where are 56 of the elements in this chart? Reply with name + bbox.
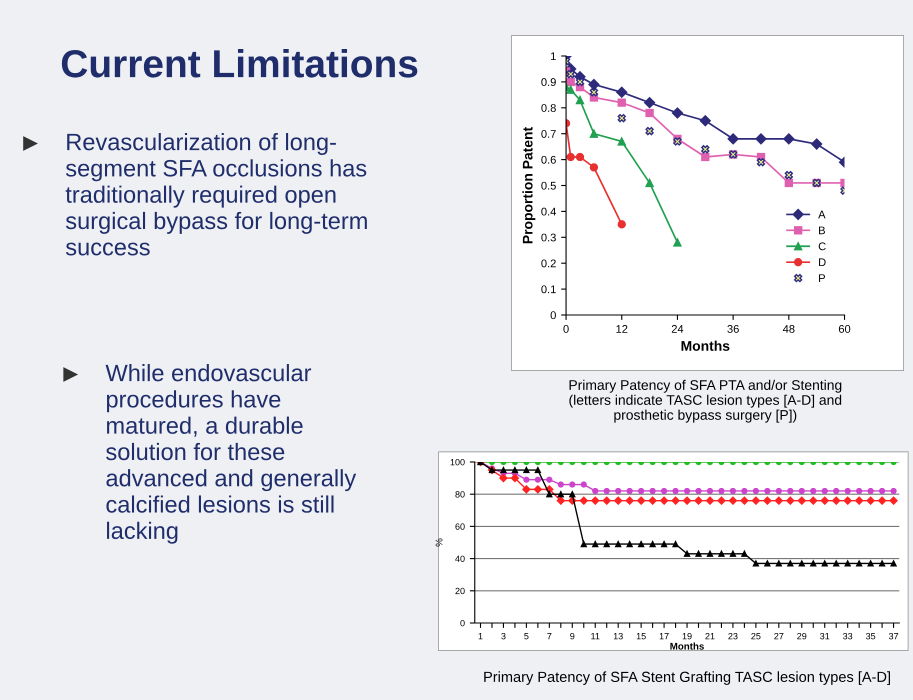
legend-label: A	[818, 210, 826, 218]
y-tick-label: 60	[455, 523, 465, 530]
x-axis-title: Months	[670, 642, 704, 650]
y-axis-title: Proportion Patent	[522, 127, 536, 244]
y-tick-label: 0.4	[541, 208, 556, 216]
x-tick-label: 37	[888, 632, 898, 640]
y-tick-label: 0.1	[541, 285, 556, 294]
x-tick-label: 9	[570, 632, 574, 640]
x-tick-label: 48	[782, 325, 795, 333]
y-tick-label: 0.5	[541, 182, 556, 190]
x-tick-label: 5	[524, 633, 529, 640]
x-tick-label: 29	[797, 632, 806, 640]
text: Revascularization of long- segment SFA occlusions has traditionally required open surgical bypass for long-term success	[66, 133, 367, 256]
x-tick-label: 23	[728, 632, 738, 640]
text: Current Limitations	[62, 49, 418, 78]
legend-label: P	[819, 274, 825, 282]
x-tick-label: 7	[547, 633, 552, 640]
legend-label: D	[819, 258, 826, 266]
x-tick-label: 33	[842, 632, 852, 640]
y-tick-label: 0.9	[541, 78, 556, 86]
x-tick-label: 60	[838, 325, 850, 333]
y-tick-label: 80	[455, 491, 465, 498]
text: Primary Patency of SFA PTA and/or Stenting (letters indicate TASC lesion types [A-D] and prosthetic bypass surgery [P])	[569, 380, 842, 423]
y-tick-label: 0.6	[541, 156, 556, 164]
legend-label: B	[819, 226, 825, 234]
x-tick-label: 31	[820, 632, 830, 640]
y-tick-label: 100	[450, 458, 465, 466]
x-tick-label: 21	[705, 632, 715, 640]
x-tick-label: 27	[774, 632, 784, 640]
x-tick-label: 12	[616, 325, 628, 333]
x-tick-label: 19	[682, 632, 692, 640]
y-tick-label: 0.8	[541, 104, 556, 112]
x-tick-label: 13	[614, 632, 623, 640]
text: While endovascular procedures have matured, a durable solution for these advanced and generally calcified lesions is still lacking	[106, 364, 356, 544]
x-tick-label: 11	[591, 633, 600, 640]
text: Primary Patency of SFA Stent Grafting TASC lesion types [A-D]	[484, 671, 890, 685]
x-tick-label: 3	[501, 632, 506, 640]
x-tick-label: 24	[672, 325, 684, 333]
x-tick-label: 0	[563, 325, 569, 333]
legend-label: C	[818, 242, 826, 250]
x-tick-label: 35	[866, 632, 876, 640]
y-axis-title: %	[436, 538, 442, 546]
y-tick-label: 0.3	[541, 234, 556, 242]
y-tick-label: 0	[460, 620, 465, 626]
y-tick-label: 40	[455, 556, 465, 562]
x-tick-label: 17	[660, 633, 669, 640]
y-tick-label: 0	[550, 311, 556, 320]
x-axis-title: Months	[682, 340, 730, 351]
x-tick-label: 1	[478, 633, 483, 640]
y-tick-label: 20	[455, 588, 465, 594]
y-tick-label: 0.2	[541, 259, 556, 268]
y-tick-label: 1	[551, 52, 556, 60]
x-tick-label: 15	[636, 633, 646, 640]
y-tick-label: 0.7	[541, 130, 556, 138]
x-tick-label: 25	[751, 632, 761, 640]
x-tick-label: 36	[727, 325, 739, 333]
